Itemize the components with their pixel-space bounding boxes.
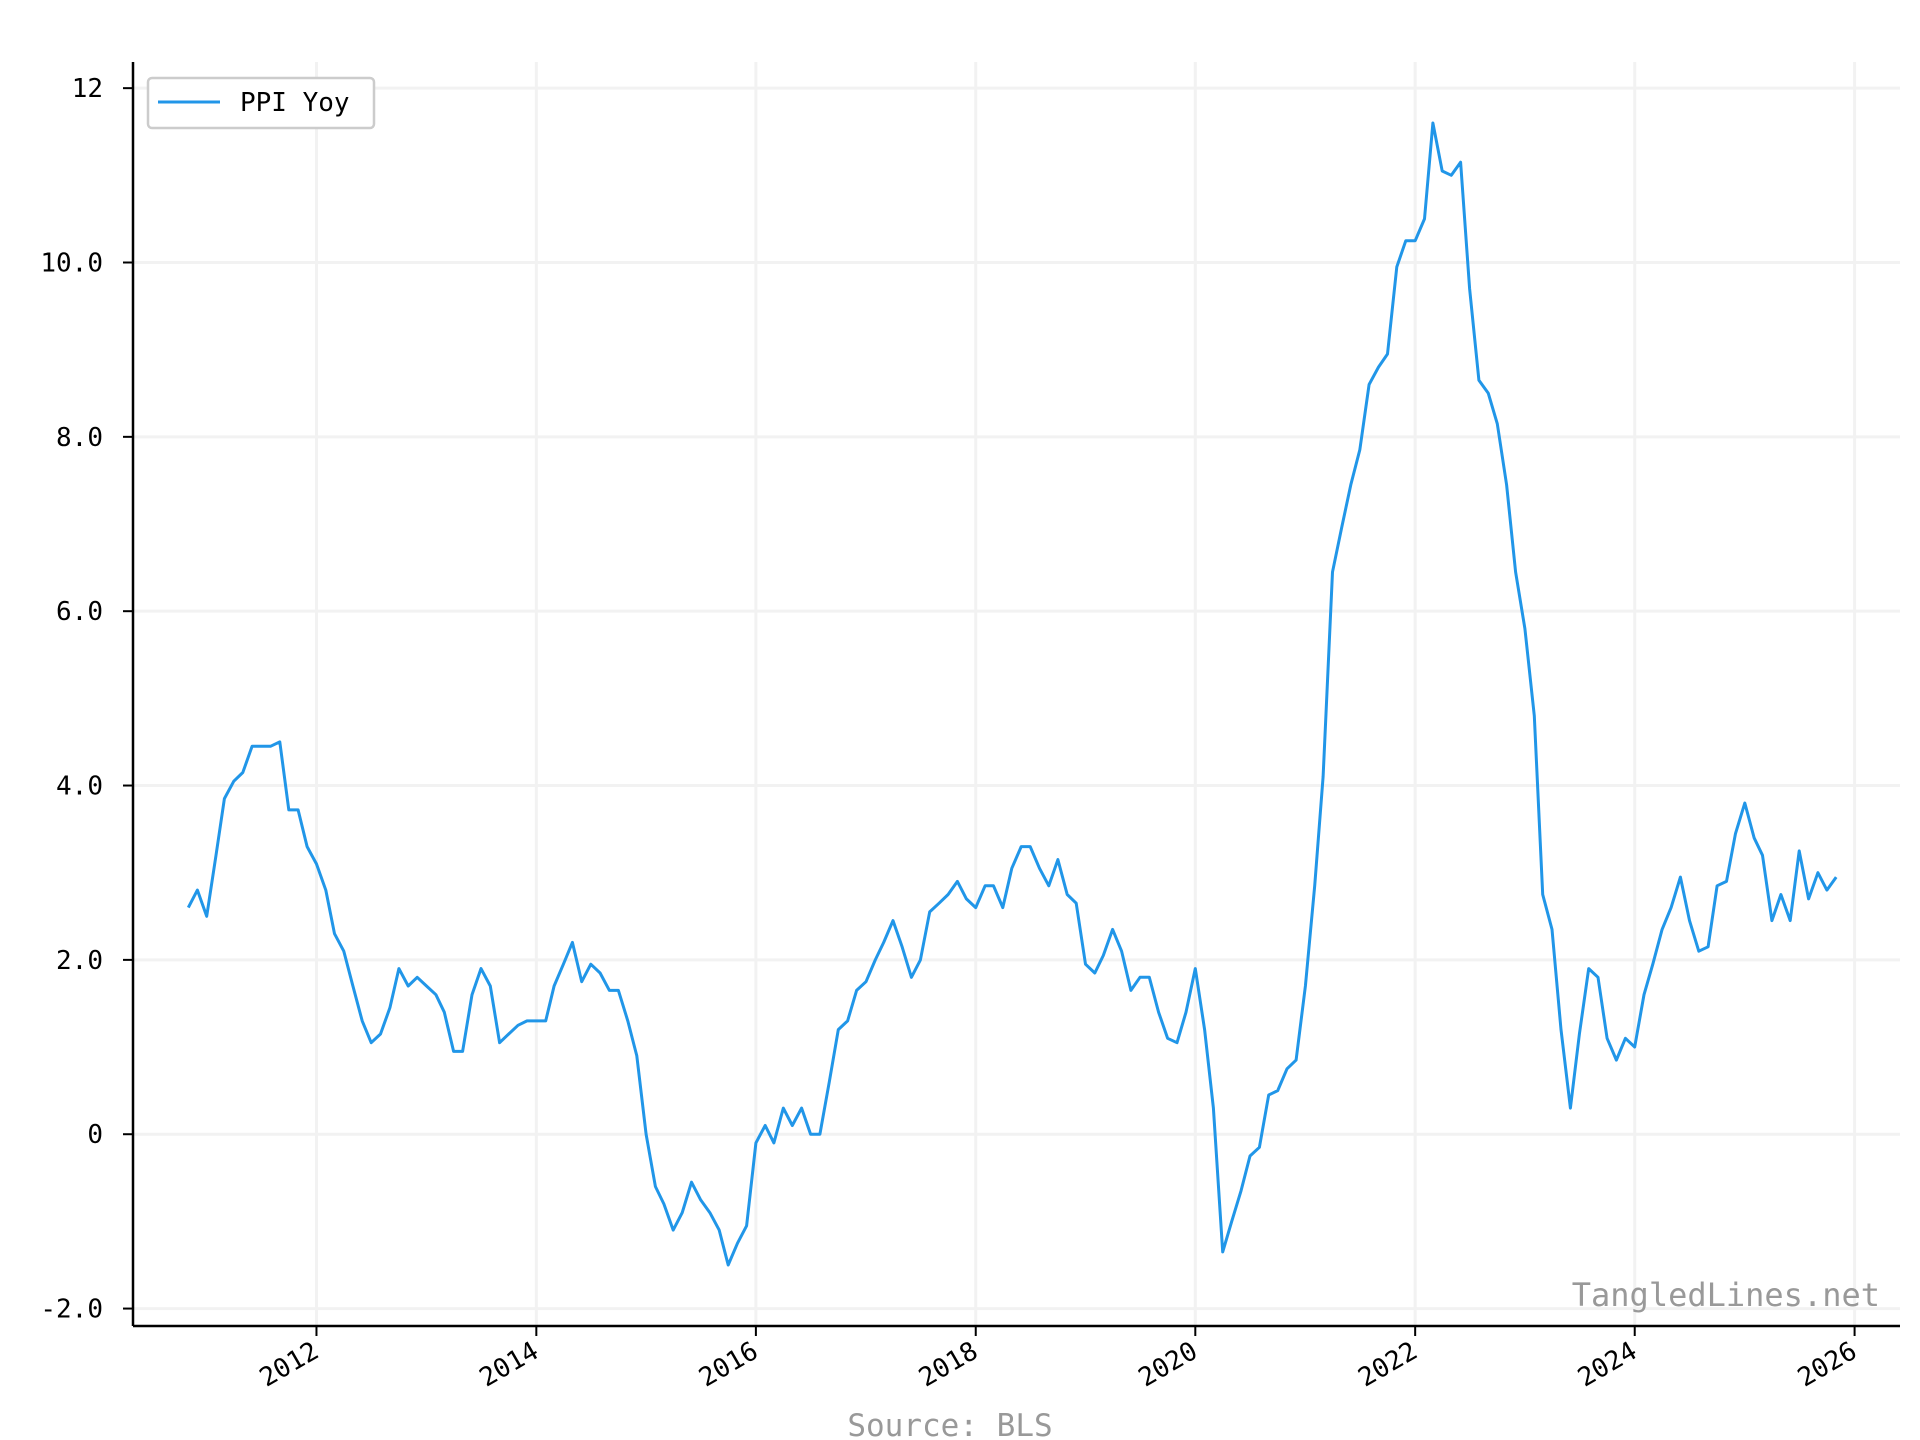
watermark: TangledLines.net — [1572, 1276, 1880, 1314]
legend-label-ppi-yoy: PPI Yoy — [240, 88, 350, 118]
y-tick-label: 6.0 — [56, 597, 103, 627]
x-tick-label: 2014 — [475, 1336, 544, 1393]
legend-box — [146, 76, 376, 130]
y-tick-label: 2.0 — [56, 946, 103, 976]
y-tick-label: 10.0 — [40, 248, 103, 278]
source-note: Source: BLS — [847, 1408, 1052, 1440]
y-tick-label: 8.0 — [56, 423, 103, 453]
x-tick-label: 2016 — [694, 1336, 763, 1393]
y-tick-label: -2.0 — [40, 1295, 103, 1325]
x-tick-label: 2024 — [1573, 1336, 1642, 1393]
x-tick-label: 2012 — [255, 1336, 324, 1393]
x-tick-label: 2018 — [914, 1336, 983, 1393]
legend: PPI Yoy — [146, 76, 376, 130]
y-tick-label: 0 — [87, 1120, 103, 1150]
series-layer — [186, 121, 1838, 1267]
y-tick-label: 12 — [72, 74, 103, 104]
x-tick-label: 2020 — [1134, 1336, 1203, 1393]
x-tick-label: 2026 — [1793, 1336, 1862, 1393]
x-tick-label: 2022 — [1353, 1336, 1422, 1393]
grid-lines — [133, 62, 1900, 1326]
series-line-ppi-yoy — [186, 121, 1838, 1267]
y-tick-label: 4.0 — [56, 772, 103, 802]
